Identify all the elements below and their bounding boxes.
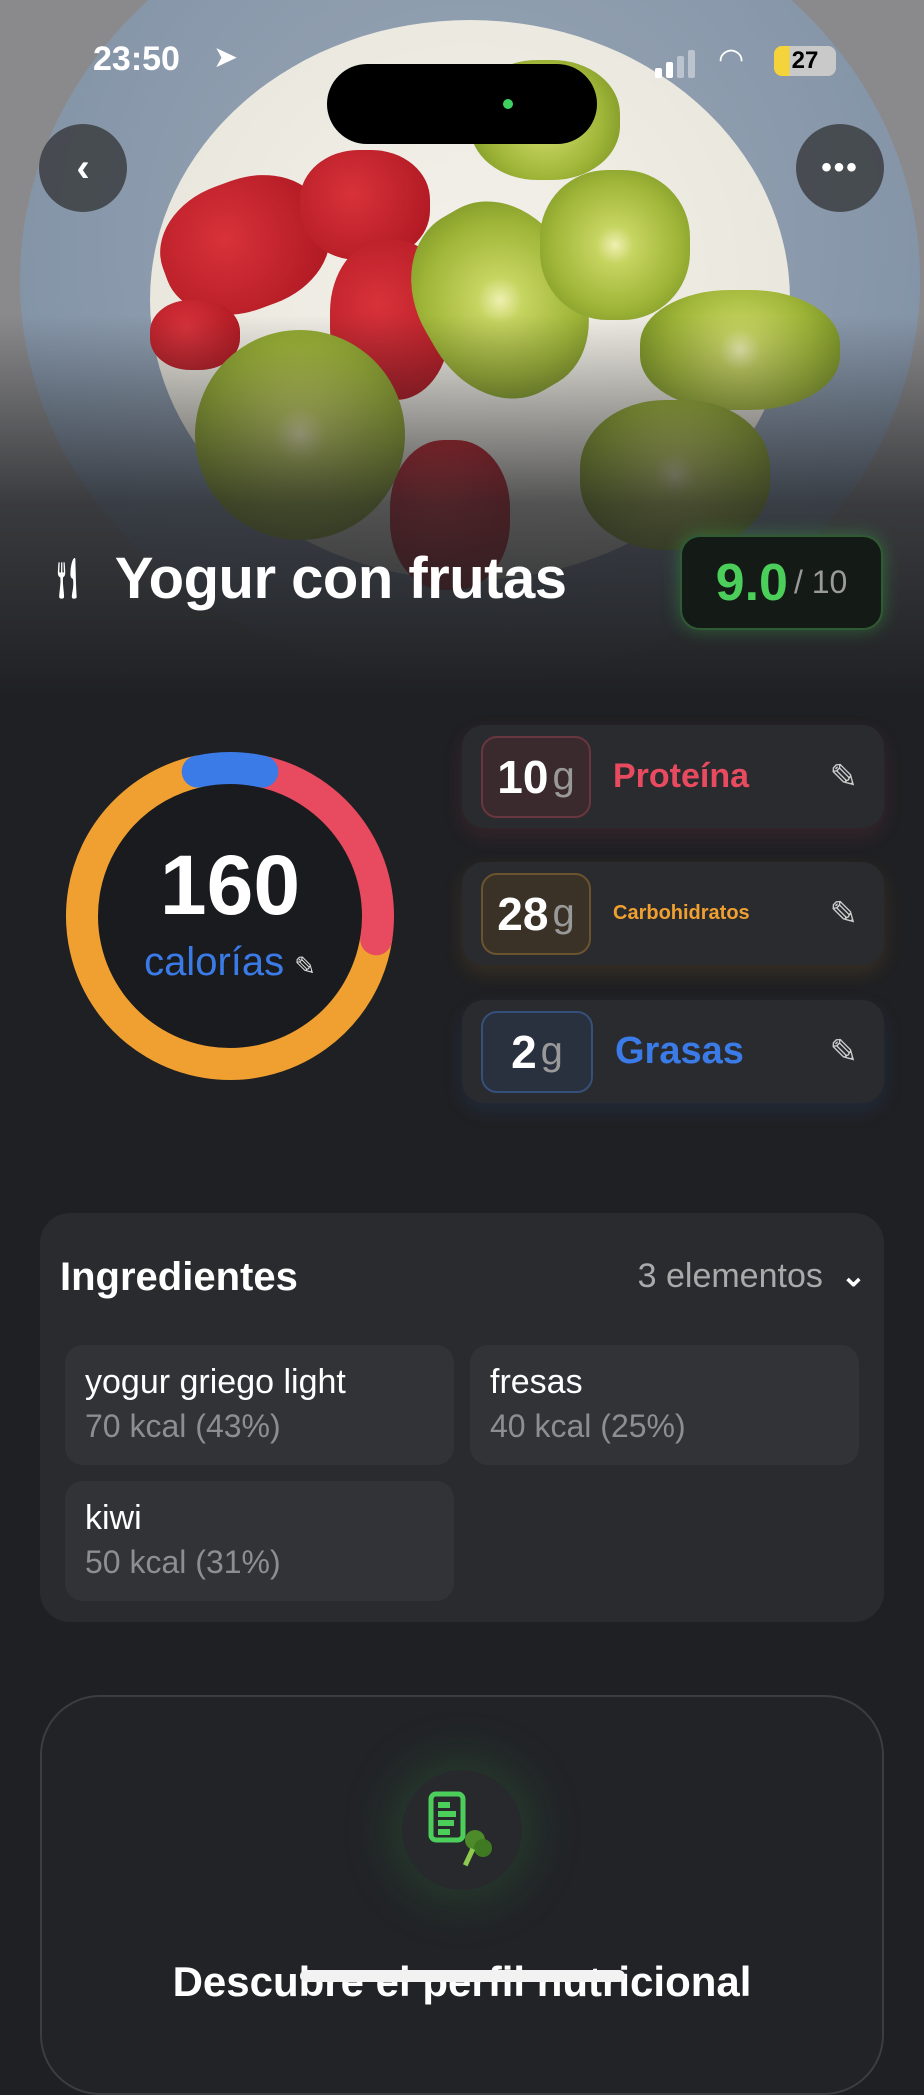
pencil-icon[interactable]: ✎ xyxy=(829,894,859,933)
meal-title[interactable]: Yogur con frutas xyxy=(114,546,567,611)
ellipsis-icon: ••• xyxy=(821,151,859,184)
ingredient-name: fresas xyxy=(490,1363,583,1401)
ring-segment-fat xyxy=(66,752,394,1080)
calories-edit[interactable]: calorías ✎ xyxy=(144,940,316,985)
chevron-left-icon: ‹ xyxy=(76,145,90,190)
calories-label: calorías xyxy=(144,940,285,984)
ingredients-count: 3 elementos xyxy=(637,1257,823,1295)
macro-card-protein[interactable]: 10 g Proteína ✎ xyxy=(462,725,884,828)
nutrition-profile-title: Descubre el perfil nutricional xyxy=(172,1958,752,2005)
clock: 23:50 xyxy=(93,40,180,78)
fork-knife-icon: 🍴︎ xyxy=(42,557,93,601)
ingredient-kcal: 70 kcal (43%) xyxy=(85,1408,281,1444)
health-score-badge[interactable]: 9.0 / 10 xyxy=(680,535,883,630)
carbs-unit: g xyxy=(552,891,575,935)
fat-label: Grasas xyxy=(615,1030,744,1072)
ingredient-chip[interactable]: kiwi 50 kcal (31%) xyxy=(65,1481,454,1601)
fat-unit: g xyxy=(540,1029,563,1073)
status-bar: 23:50 ➤ ◠ 27 xyxy=(0,40,924,144)
location-arrow-icon: ➤ xyxy=(213,41,239,74)
protein-unit: g xyxy=(552,754,575,798)
protein-label: Proteína xyxy=(613,757,750,795)
macro-card-carbs[interactable]: 28 g Carbohidratos ✎ xyxy=(462,862,884,965)
ingredient-chip[interactable]: yogur griego light 70 kcal (43%) xyxy=(65,1345,454,1465)
pencil-icon[interactable]: ✎ xyxy=(829,1032,859,1071)
home-indicator[interactable] xyxy=(300,1970,625,1982)
ingredients-toggle[interactable]: 3 elementos ⌄ xyxy=(638,1257,866,1296)
ingredient-kcal: 40 kcal (25%) xyxy=(490,1408,686,1444)
nutrition-profile-card[interactable] xyxy=(40,1695,884,2095)
pencil-icon: ✎ xyxy=(294,951,316,981)
calories-value: 160 xyxy=(159,838,301,932)
calorie-ring xyxy=(66,752,394,1080)
battery-icon: 27 xyxy=(774,46,836,76)
pencil-icon[interactable]: ✎ xyxy=(829,757,859,796)
score-value: 9.0 xyxy=(715,553,788,612)
ingredients-title: Ingredientes xyxy=(60,1255,298,1299)
back-button[interactable]: ‹ xyxy=(39,124,127,212)
cellular-signal-icon xyxy=(655,50,695,78)
ingredient-name: kiwi xyxy=(85,1499,142,1537)
ingredient-name: yogur griego light xyxy=(85,1363,346,1401)
wifi-icon: ◠ xyxy=(718,43,745,76)
carbs-label: Carbohidratos xyxy=(613,902,750,924)
ingredients-card: Ingredientes 3 elementos ⌄ yogur griego l… xyxy=(40,1213,884,1622)
score-max: / 10 xyxy=(793,564,848,600)
nutrition-report-icon xyxy=(402,1770,522,1890)
chevron-down-icon: ⌄ xyxy=(840,1260,866,1293)
fat-value: 2 xyxy=(511,1025,537,1078)
carbs-value: 28 xyxy=(497,887,549,940)
protein-value: 10 xyxy=(497,750,549,803)
ingredient-kcal: 50 kcal (31%) xyxy=(85,1544,281,1580)
more-options-button[interactable]: ••• xyxy=(796,124,884,212)
ingredient-chip[interactable]: fresas 40 kcal (25%) xyxy=(470,1345,859,1465)
dynamic-island xyxy=(327,64,597,144)
